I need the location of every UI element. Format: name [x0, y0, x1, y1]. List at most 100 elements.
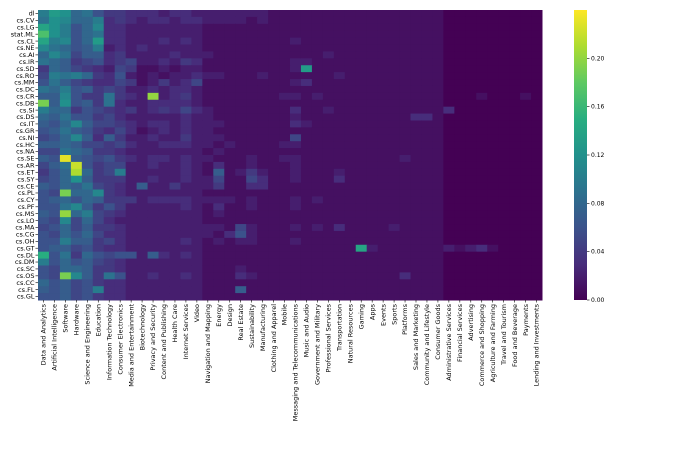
heatmap-cell [410, 196, 422, 204]
heatmap-cell [498, 148, 510, 156]
heatmap-cell [268, 237, 280, 246]
heatmap-cell [70, 92, 83, 101]
heatmap-cell [333, 92, 346, 101]
heatmap-cell [355, 148, 368, 156]
heatmap-cell [410, 113, 422, 121]
heatmap-cell [38, 113, 50, 121]
heatmap-cell [509, 58, 521, 66]
column-label: Hardware [73, 304, 81, 335]
heatmap-cell [355, 161, 368, 170]
row-label: cs.DM [15, 258, 35, 266]
heatmap-cell [333, 37, 346, 46]
heatmap-cell [70, 224, 83, 232]
heatmap-cell [355, 175, 368, 184]
heatmap-cell [279, 182, 291, 191]
heatmap-cell [268, 279, 280, 287]
heatmap-cell [487, 23, 499, 32]
heatmap-cell [125, 16, 138, 25]
heatmap-cell [224, 161, 236, 170]
heatmap-cell [465, 10, 477, 18]
heatmap-cell [246, 120, 258, 128]
heatmap-cell [202, 210, 214, 218]
heatmap-cell [268, 113, 280, 121]
heatmap-cell [235, 189, 247, 197]
heatmap-cell [344, 286, 357, 294]
heatmap-cell [377, 127, 390, 135]
heatmap-cell [224, 92, 236, 101]
heatmap-cell [48, 10, 61, 18]
heatmap-cell [38, 141, 50, 149]
heatmap-cell [443, 244, 455, 253]
heatmap-cell [322, 196, 335, 204]
heatmap-cell [125, 134, 138, 142]
heatmap-cell [235, 251, 247, 260]
heatmap-cell [136, 155, 149, 163]
heatmap-cell [180, 251, 192, 260]
heatmap-cell [498, 141, 510, 149]
heatmap-cell [421, 65, 433, 73]
heatmap-cell [136, 189, 149, 197]
heatmap-cell [366, 127, 379, 135]
heatmap-cell [388, 134, 401, 142]
heatmap-cell [366, 37, 379, 46]
heatmap-cell [355, 244, 368, 253]
heatmap-cell [213, 37, 225, 46]
heatmap-cell [476, 155, 488, 163]
heatmap-cell [48, 134, 61, 142]
heatmap-cell [158, 37, 170, 46]
heatmap-cell [311, 237, 324, 246]
heatmap-cell [257, 237, 269, 246]
heatmap-cell [290, 120, 302, 128]
heatmap-cell [465, 113, 477, 121]
heatmap-cell [421, 106, 433, 115]
heatmap-cell [377, 161, 390, 170]
heatmap-cell [202, 279, 214, 287]
heatmap-cell [191, 258, 203, 266]
heatmap-cell [169, 203, 181, 211]
heatmap-cell [344, 99, 357, 108]
heatmap-cell [202, 148, 214, 156]
heatmap-cell [520, 210, 532, 218]
heatmap-cell [509, 168, 521, 177]
heatmap-cell [147, 175, 160, 184]
heatmap-cell [410, 10, 422, 18]
heatmap-cell [432, 16, 444, 25]
heatmap-cell [279, 189, 291, 197]
heatmap-cell [377, 106, 390, 115]
heatmap-cell [38, 65, 50, 73]
heatmap-cell [487, 30, 499, 39]
heatmap-cell [421, 44, 433, 52]
heatmap-cell [147, 168, 160, 177]
heatmap-cell [48, 230, 61, 239]
heatmap-cell [454, 161, 466, 170]
heatmap-cell [399, 72, 412, 80]
row-label: cs.GL [17, 293, 35, 301]
row-label: cs.CL [17, 37, 35, 45]
heatmap-cell [59, 16, 72, 25]
heatmap-cell [279, 224, 291, 232]
heatmap-cell [366, 106, 379, 115]
heatmap-cell [399, 23, 412, 32]
heatmap-cell [158, 51, 170, 59]
heatmap-cell [279, 265, 291, 273]
heatmap-cell [476, 44, 488, 52]
heatmap-cell [103, 113, 116, 121]
heatmap-cell [213, 155, 225, 163]
heatmap-cell [487, 72, 499, 80]
heatmap-cell [388, 44, 401, 52]
heatmap-cell [147, 203, 160, 211]
heatmap-cell [355, 279, 368, 287]
heatmap-cell [268, 16, 280, 25]
heatmap-cell [213, 65, 225, 73]
heatmap-cell [191, 65, 203, 73]
heatmap-cell [147, 85, 160, 94]
heatmap-cell [169, 286, 181, 294]
heatmap-cell [476, 217, 488, 225]
heatmap-cell [70, 85, 83, 94]
heatmap-cell [333, 210, 346, 218]
heatmap-cell [246, 23, 258, 32]
row-label: cs.DL [17, 251, 35, 259]
heatmap-cell [498, 196, 510, 204]
heatmap-cell [388, 30, 401, 39]
heatmap-cell [454, 237, 466, 246]
